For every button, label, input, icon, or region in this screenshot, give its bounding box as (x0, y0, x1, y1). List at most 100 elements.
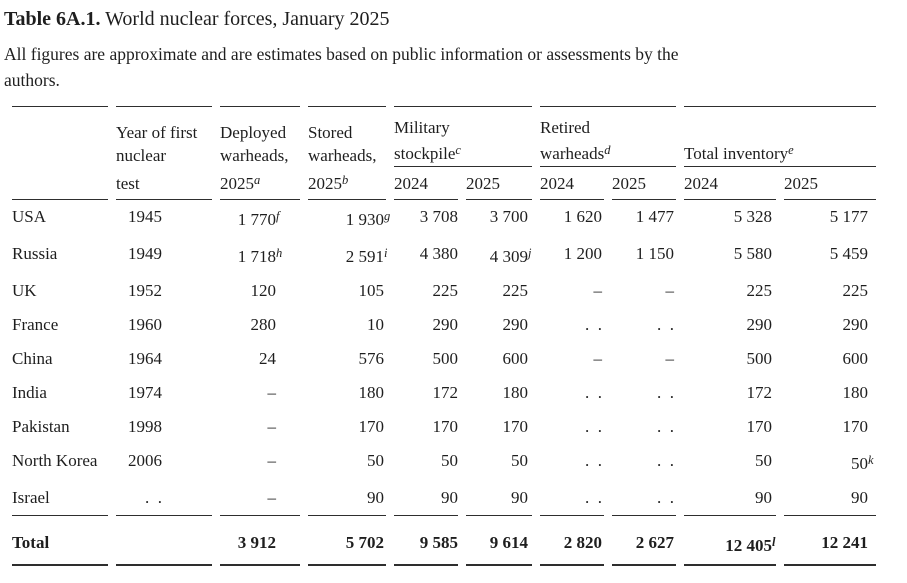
cell-tot-2025: 225 (784, 274, 876, 308)
cell-value: 3 700 (489, 207, 529, 226)
cell-value: 90 (755, 488, 773, 507)
cell-value: 50 (755, 451, 773, 470)
cell-value: 5 177 (829, 207, 869, 226)
table-row-pakistan: Pakistan 1998 – 170 170 170 . . . . 170 … (12, 410, 876, 444)
table-title-text: World nuclear forces, January 2025 (105, 8, 390, 30)
cell-stored: 1 930g (345, 209, 391, 229)
cell-value: 172 (746, 383, 773, 402)
col-header-country-sub (12, 167, 108, 200)
cell-value: 290 (746, 315, 773, 334)
cell-year: 1952 (128, 281, 162, 300)
table-row-north-korea: North Korea 2006 – 50 50 50 . . . . 50 5… (12, 444, 876, 481)
cell-deployed: 120 (220, 274, 300, 308)
cell-value: Total inventory (684, 144, 789, 163)
cell-ret-2024: . . (585, 383, 603, 402)
cell-country: UK (12, 281, 37, 300)
cell-mil-2025: 170 (466, 410, 532, 444)
table-row-usa: USA 1945 1 770f 1 930g 3 708 3 700 1 620… (12, 200, 876, 237)
cell-ret-2024: . . (585, 451, 603, 470)
table-row-france: France 1960 280 10 290 290 . . . . 290 2… (12, 308, 876, 342)
cell-value: 12 405 (725, 536, 773, 555)
cell-value: 3 912 (237, 533, 276, 552)
cell-stored: 576 (308, 342, 386, 376)
cell-value: warheads, (308, 146, 377, 165)
footnote-marker: e (788, 143, 794, 157)
cell-tot-2025: 5 459 (784, 237, 876, 274)
cell-value: 600 (502, 349, 529, 368)
cell-tot-2024: 5 328 (684, 200, 776, 237)
cell-value: 2025 (220, 174, 254, 193)
cell-year: 1949 (128, 244, 162, 263)
cell-value: 50 (367, 451, 384, 470)
cell-ret-2024: . . (585, 417, 603, 436)
cell-stored: 90 (308, 481, 386, 515)
table-row-israel: Israel . . – 90 90 90 . . . . 90 90 (12, 481, 876, 515)
cell-ret-2024: 1 620 (563, 207, 603, 226)
cell-value: nuclear (116, 146, 167, 165)
table-title: Table 6A.1. World nuclear forces, Januar… (4, 6, 897, 32)
cell-value: 90 (511, 488, 529, 507)
col-header-year-test: test (116, 167, 212, 200)
cell-value: 4 309 (489, 247, 529, 266)
cell-tot-2024: 225 (684, 274, 776, 308)
cell-country: France (12, 315, 59, 334)
cell-value: 90 (851, 488, 869, 507)
cell-stored: 2 591i (345, 246, 388, 266)
cell-value: 170 (746, 417, 773, 436)
cell-tot-2025: 12 241 (784, 515, 877, 566)
cell-value: 50 (511, 451, 529, 470)
cell-ret-2025: . . (657, 417, 675, 436)
cell-tot-2025: 5 177 (784, 200, 876, 237)
cell-deployed: – (220, 410, 300, 444)
cell-tot-2025: 180 (784, 376, 876, 410)
cell-ret-2025: . . (657, 451, 675, 470)
cell-stored: 105 (308, 274, 386, 308)
cell-value: – (267, 417, 277, 436)
cell-value: 170 (358, 417, 385, 436)
cell-value: Year of first (116, 123, 198, 142)
cell-ret-2024: 1 200 (563, 244, 603, 263)
cell-value: 5 459 (829, 244, 869, 263)
cell-tot-2024: 50 (684, 444, 776, 481)
cell-stored: 50 (308, 444, 386, 481)
cell-deployed: 1 770f (237, 209, 280, 229)
note-line: All figures are approximate and are esti… (4, 44, 679, 64)
cell-country: USA (12, 207, 47, 226)
cell-stored: 5 702 (308, 515, 386, 566)
table-row-india: India 1974 – 180 172 180 . . . . 172 180 (12, 376, 876, 410)
cell-value: 5 328 (733, 207, 773, 226)
table-row-china: China 1964 24 576 500 600 – – 500 600 (12, 342, 876, 376)
cell-year: 1964 (128, 349, 162, 368)
cell-value: Retired (540, 118, 591, 137)
cell-mil-2024: 500 (432, 349, 459, 368)
cell-deployed: – (220, 444, 300, 481)
col-group-total-inventory: Total inventorye (684, 106, 877, 167)
note-line: authors. (4, 70, 60, 90)
cell-mil-2025: 225 (466, 274, 532, 308)
cell-value: 10 (367, 315, 384, 334)
col-header-deployed-year: 2025a (220, 167, 300, 200)
cell-year: 1998 (128, 417, 162, 436)
header-row-years: test 2025a 2025b 2024 2025 2024 2025 202… (12, 167, 877, 200)
cell-value: 90 (367, 488, 384, 507)
cell-value: Military (394, 118, 450, 137)
cell-stored: 10 (308, 308, 386, 342)
cell-tot-2025: 600 (784, 342, 876, 376)
table-note: All figures are approximate and are esti… (4, 41, 897, 93)
cell-value: – (267, 383, 277, 402)
cell-stored: 180 (308, 376, 386, 410)
cell-ret-2024: – (593, 281, 603, 300)
cell-value: 5 702 (345, 533, 384, 552)
cell-value: 225 (842, 281, 869, 300)
col-group-retired-warheads: Retired warheadsd (540, 106, 677, 167)
cell-value: Deployed (220, 123, 287, 142)
cell-value: 180 (358, 383, 385, 402)
cell-value: 180 (842, 383, 869, 402)
cell-ret-2025: 1 477 (635, 207, 675, 226)
cell-mil-2024: 172 (432, 383, 459, 402)
cell-mil-2024: 170 (432, 417, 459, 436)
cell-tot-2024: 90 (684, 481, 776, 515)
cell-tot-2024: 12 405l (684, 515, 777, 566)
table-row-russia: Russia 1949 1 718h 2 591i 4 380 4 309j 1… (12, 237, 876, 274)
